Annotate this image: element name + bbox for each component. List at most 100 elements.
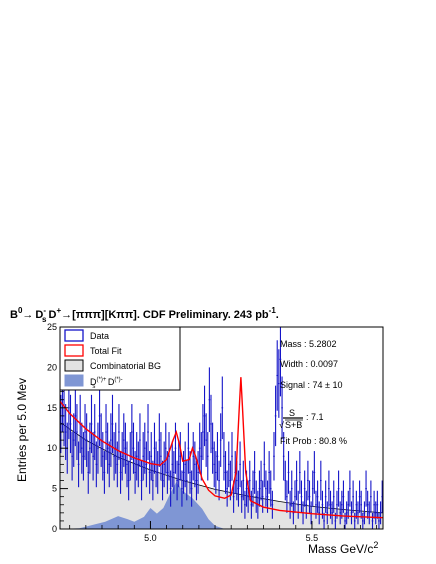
title-arrow-1: →	[22, 309, 33, 321]
data-point	[147, 404, 149, 461]
legend-dd-label: D(*)+ s D(*)-	[90, 377, 123, 390]
stat-significance-root: √	[279, 420, 284, 430]
y-tick-label: 15	[47, 403, 57, 413]
stat-fit-prob: Fit Prob : 80.8 %	[280, 436, 347, 446]
data-point	[171, 441, 174, 488]
data-point	[208, 367, 211, 433]
y-tick-label: 0	[52, 524, 57, 534]
data-point	[324, 480, 327, 513]
data-point	[93, 404, 96, 461]
title-tail: [πππ][Kππ]. CDF Preliminary. 243 pb	[72, 309, 269, 321]
data-point	[287, 451, 290, 494]
title-ds: D	[35, 309, 43, 321]
data-point	[242, 460, 245, 501]
plot-frame	[59, 326, 384, 530]
data-point	[313, 451, 316, 494]
data-point	[185, 460, 188, 501]
data-point	[194, 441, 196, 488]
data-point	[337, 470, 340, 507]
y-tick-label: 5	[52, 484, 57, 494]
data-point	[352, 480, 354, 513]
data-point	[295, 460, 298, 501]
data-point	[271, 490, 274, 519]
data-point	[362, 512, 364, 529]
data-point	[168, 432, 170, 481]
title-b0-sup: 0	[18, 306, 23, 315]
data-point	[139, 413, 141, 467]
data-point	[244, 490, 246, 519]
legend-dd-d2: D	[105, 377, 115, 387]
data-point	[299, 451, 301, 494]
data-point	[355, 490, 358, 519]
data-point	[174, 422, 177, 474]
legend-comb-label: Combinatorial BG	[90, 361, 161, 371]
data-point	[213, 441, 216, 488]
data-point	[353, 512, 356, 529]
data-point	[265, 470, 267, 507]
x-tick-label: 5.0	[144, 533, 157, 543]
data-point	[143, 422, 146, 474]
ds-d-background-layer	[60, 482, 225, 529]
data-point	[127, 460, 130, 501]
data-point	[316, 480, 319, 513]
data-point	[71, 432, 73, 481]
legend-fit-swatch	[64, 344, 84, 357]
title-b0: B	[10, 309, 18, 321]
data-point	[76, 404, 78, 461]
data-point	[113, 432, 115, 481]
stat-signal: Signal : 74 ± 10	[280, 380, 342, 390]
title-tail-sup: -1	[269, 306, 277, 315]
data-point	[153, 422, 156, 474]
data-point	[74, 385, 77, 447]
legend-dd-sub: s	[92, 384, 95, 390]
data-point	[124, 422, 127, 474]
data-point	[72, 413, 75, 467]
data-point	[229, 460, 232, 501]
fit-stats: Mass : 5.2802 Width : 0.0097 Signal : 74…	[279, 339, 347, 446]
data-point	[80, 422, 83, 474]
data-point	[250, 490, 253, 519]
data-point	[360, 490, 363, 519]
data-point	[223, 432, 225, 481]
data-point	[320, 460, 322, 501]
data-point	[269, 470, 272, 507]
data-point	[328, 470, 330, 507]
data-point	[140, 460, 143, 501]
data-point	[373, 490, 375, 519]
data-point	[357, 501, 359, 525]
data-point	[164, 422, 167, 474]
data-point	[371, 512, 374, 529]
stat-mass: Mass : 5.2802	[280, 339, 337, 349]
data-point	[169, 470, 172, 507]
legend-dd-d: D	[90, 377, 97, 387]
data-point	[161, 460, 164, 501]
data-point	[148, 451, 151, 494]
data-point	[92, 432, 94, 481]
total-fit-layer	[59, 377, 384, 519]
data-point	[156, 451, 159, 494]
data-point	[336, 490, 338, 519]
data-point	[121, 432, 123, 481]
legend-dd-sup2: (*)-	[114, 377, 122, 383]
x-axis-label: Mass GeV/c2	[308, 540, 378, 556]
data-point	[227, 441, 230, 488]
data-point	[218, 460, 220, 501]
data-point	[105, 404, 107, 461]
data-point	[215, 451, 217, 494]
data-point	[103, 451, 106, 494]
data-point	[358, 480, 361, 513]
data-point	[376, 490, 379, 519]
data-point	[345, 501, 348, 525]
data-point	[126, 441, 128, 488]
data-point	[95, 441, 98, 488]
data-point	[286, 480, 288, 513]
x-axis-label-sup: 2	[373, 540, 378, 550]
data-point	[305, 490, 308, 519]
data-point	[368, 501, 371, 525]
data-point	[297, 490, 300, 519]
data-point	[307, 460, 309, 501]
data-point	[106, 422, 109, 474]
data-point	[77, 441, 80, 488]
data-point	[90, 394, 93, 454]
